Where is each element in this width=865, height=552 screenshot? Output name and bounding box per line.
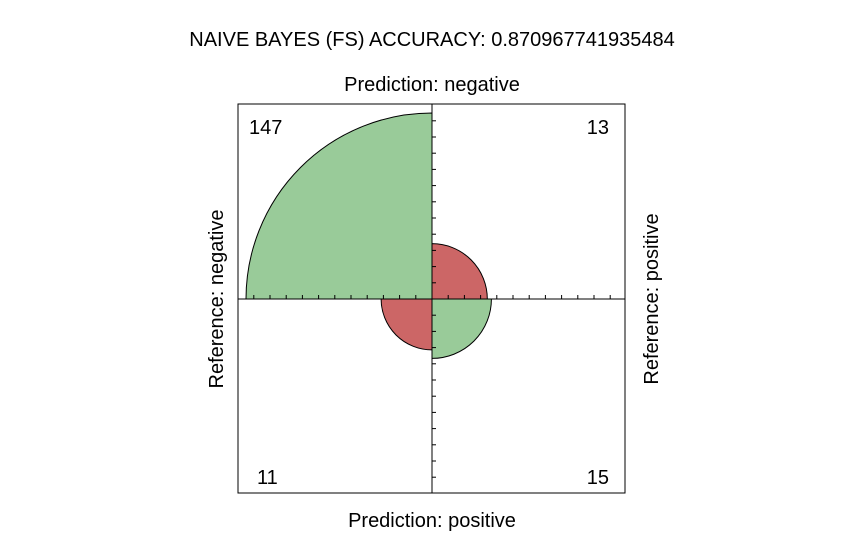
cell-count-top-right: 13 bbox=[587, 117, 609, 139]
cell-count-bottom-right: 15 bbox=[587, 467, 609, 489]
sector-bottom-left bbox=[380, 298, 433, 351]
cell-count-top-left: 147 bbox=[249, 117, 282, 139]
left-axis-label: Reference: negative bbox=[206, 209, 228, 388]
quadrant-sectors bbox=[245, 112, 492, 359]
bottom-axis-label: Prediction: positive bbox=[348, 510, 516, 532]
sector-top-left bbox=[245, 112, 433, 300]
right-axis-label: Reference: positive bbox=[641, 213, 663, 384]
chart-title: NAIVE BAYES (FS) ACCURACY: 0.87096774193… bbox=[189, 29, 674, 51]
top-axis-label: Prediction: negative bbox=[344, 74, 520, 96]
sector-bottom-right bbox=[431, 298, 492, 359]
cell-count-bottom-left: 11 bbox=[257, 467, 278, 489]
sector-top-right bbox=[431, 243, 488, 300]
axis-ticks bbox=[253, 120, 611, 478]
